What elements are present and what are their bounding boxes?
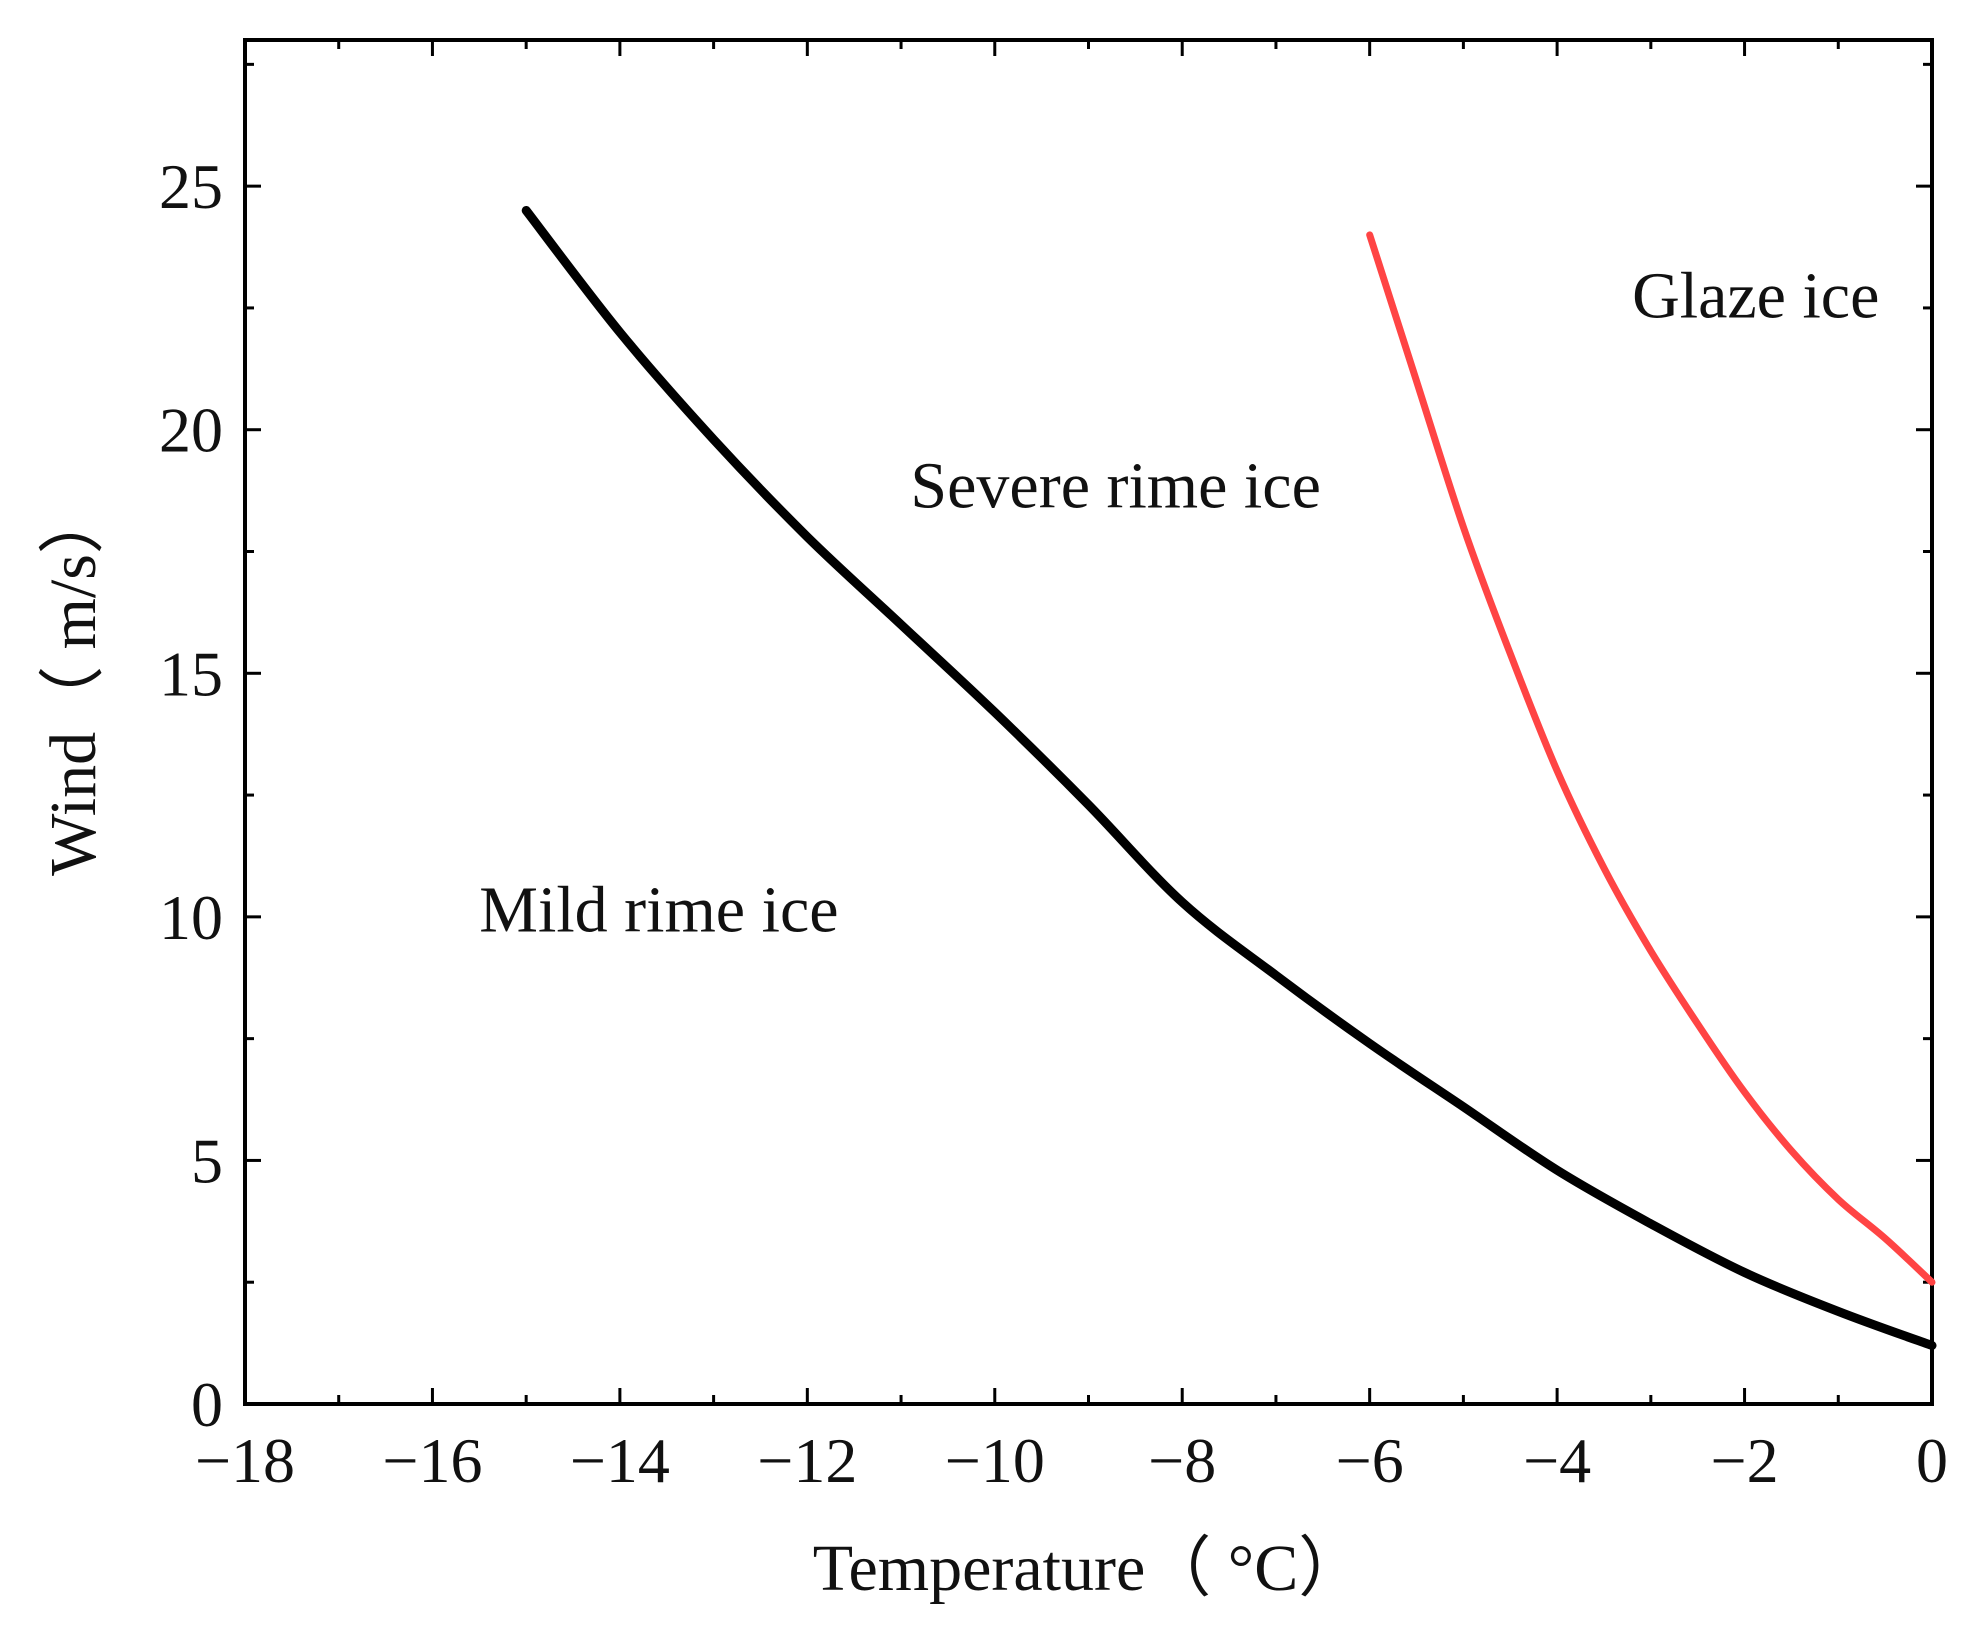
y-tick-label: 20 xyxy=(159,395,223,466)
x-tick-label: −10 xyxy=(945,1425,1045,1496)
region-label: Severe rime ice xyxy=(910,450,1320,523)
x-tick-label: −16 xyxy=(382,1425,482,1496)
axis-ticks xyxy=(243,40,1934,1406)
y-tick-label: 10 xyxy=(159,882,223,953)
y-tick-label: 25 xyxy=(159,151,223,222)
x-tick-label: −6 xyxy=(1336,1425,1404,1496)
rime-boundary-line xyxy=(521,206,1937,1350)
region-label: Glaze ice xyxy=(1632,260,1879,333)
y-tick-label: 0 xyxy=(191,1369,223,1440)
x-axis-title: Temperature（ °C） xyxy=(813,1532,1364,1605)
x-tick-label: −12 xyxy=(757,1425,857,1496)
glaze-boundary-line xyxy=(1366,231,1936,1286)
region-annotations: Glaze ice Severe rime ice Mild rime ice xyxy=(479,260,1879,947)
plot-frame xyxy=(243,38,1934,1406)
x-tick-label: −8 xyxy=(1148,1425,1216,1496)
y-axis-title: Wind（ m/s） xyxy=(37,488,110,876)
x-tick-label: −4 xyxy=(1523,1425,1591,1496)
y-tick-label: 5 xyxy=(191,1125,223,1196)
x-tick-labels: −18 −16 −14 −12 −10 −8 −6 −4 −2 0 xyxy=(195,1425,1948,1496)
y-tick-label: 15 xyxy=(159,638,223,709)
x-tick-label: −14 xyxy=(570,1425,670,1496)
data-series xyxy=(521,206,1937,1350)
y-tick-labels: 0 5 10 15 20 25 xyxy=(159,151,223,1440)
region-label: Mild rime ice xyxy=(479,873,838,946)
x-tick-label: −2 xyxy=(1711,1425,1779,1496)
x-tick-label: 0 xyxy=(1916,1425,1948,1496)
x-tick-label: −18 xyxy=(195,1425,295,1496)
